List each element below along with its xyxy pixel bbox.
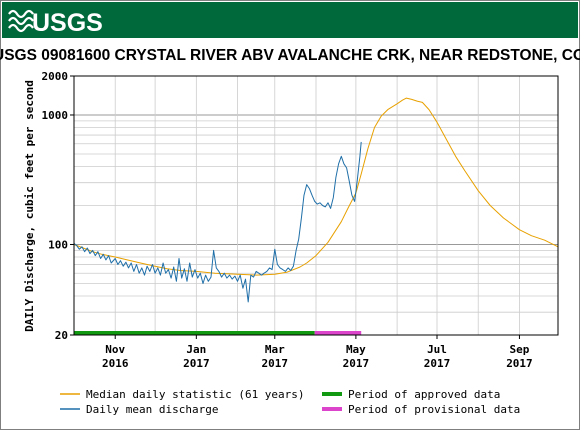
wave-mark-icon [8,23,34,33]
y-tick-label: 2000 [42,70,69,83]
median-daily-line [73,97,559,276]
plot-area-border [73,75,559,336]
provisional-period-bar [314,331,362,335]
legend-label-approved: Period of approved data [348,388,500,401]
x-tick-month-label: May [346,343,366,356]
x-tick-month-label: Jan [186,343,206,356]
usgs-header-bar [2,2,578,38]
x-tick-month-label: Mar [265,343,285,356]
x-tick-year-label: 2017 [506,357,533,370]
x-tick-year-label: 2017 [262,357,289,370]
legend: Median daily statistic (61 years) Daily … [60,388,520,416]
x-tick-year-label: 2017 [343,357,370,370]
data-period-bars [74,331,362,335]
y-tick-label: 20 [55,329,68,342]
approved-period-bar [74,331,315,335]
x-tick-month-label: Jul [427,343,447,356]
grid-lines [74,75,558,336]
y-tick-label: 1000 [42,109,69,122]
y-axis-ticks: 20 100 1000 2000 [42,70,74,342]
x-tick-month-label: Nov [105,343,125,356]
x-tick-year-label: 2016 [102,357,129,370]
chart-title: USGS 09081600 CRYSTAL RIVER ABV AVALANCH… [0,47,580,64]
wave-mark-icon [8,16,34,26]
legend-label-daily-mean: Daily mean discharge [86,403,218,416]
x-axis-ticks: Nov2016Jan2017Mar2017May2017Jul2017Sep20… [102,335,533,370]
series-lines [73,97,559,303]
y-axis-label: DAILY Discharge, cubic feet per second [23,80,36,332]
y-tick-label: 100 [48,238,68,251]
usgs-logo: USGS [8,9,103,37]
legend-label-median: Median daily statistic (61 years) [86,388,305,401]
legend-label-provisional: Period of provisional data [348,403,520,416]
x-tick-year-label: 2017 [183,357,210,370]
daily-mean-discharge-line [73,141,362,303]
x-tick-month-label: Sep [510,343,530,356]
logo-text: USGS [32,9,103,37]
wave-mark-icon [8,9,34,19]
x-tick-year-label: 2017 [424,357,451,370]
